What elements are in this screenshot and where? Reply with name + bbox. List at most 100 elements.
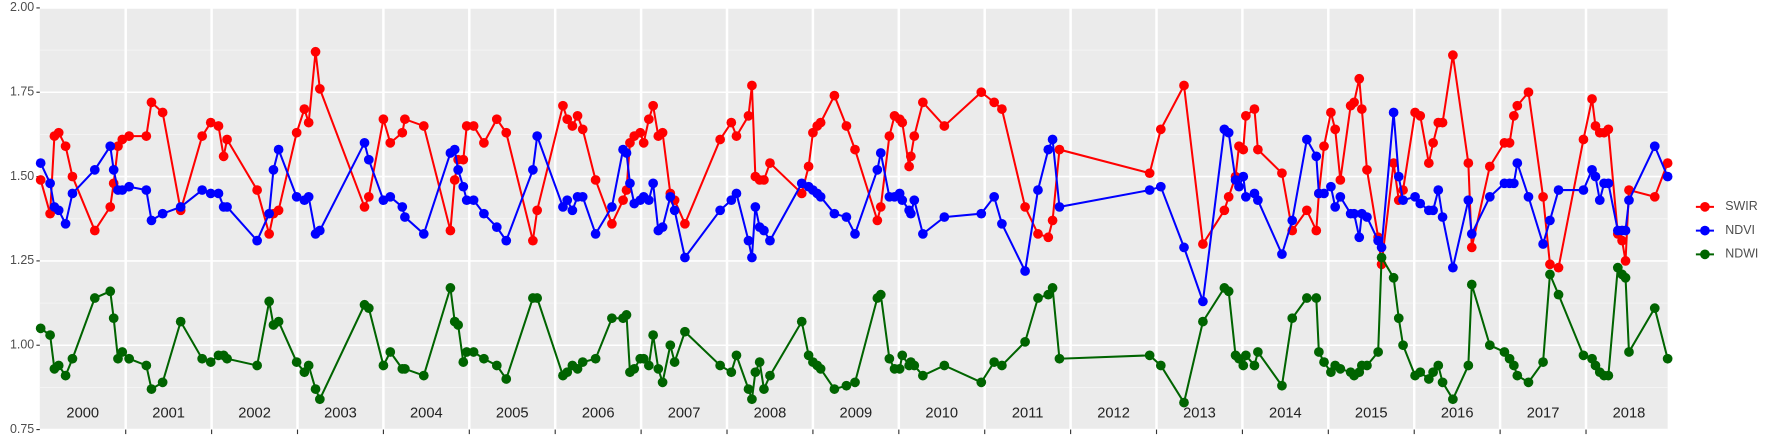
- data-point: [218, 151, 229, 162]
- data-point: [815, 117, 826, 128]
- data-point: [273, 144, 284, 155]
- data-point: [1553, 262, 1564, 273]
- data-point: [378, 360, 389, 371]
- data-point: [418, 121, 429, 131]
- data-point: [1234, 181, 1244, 192]
- data-point: [997, 360, 1007, 371]
- data-point: [872, 164, 883, 175]
- data-point: [680, 218, 690, 229]
- data-point: [657, 377, 668, 388]
- data-point: [1433, 360, 1444, 371]
- y-tick-label: 2.00: [10, 0, 34, 14]
- data-point: [1463, 360, 1474, 371]
- data-point: [1144, 185, 1155, 195]
- data-point: [765, 235, 775, 246]
- data-point: [1144, 168, 1155, 179]
- data-point: [1578, 185, 1589, 195]
- data-point: [680, 252, 690, 263]
- data-point: [765, 370, 775, 381]
- data-point: [1219, 205, 1230, 216]
- data-point: [45, 330, 55, 340]
- data-point: [314, 225, 325, 236]
- data-point: [359, 202, 370, 212]
- data-point: [157, 107, 168, 118]
- data-point: [1354, 73, 1365, 84]
- data-point: [1509, 360, 1519, 371]
- data-point: [124, 131, 135, 141]
- data-point: [1587, 94, 1597, 104]
- data-point: [1499, 347, 1510, 357]
- data-point: [747, 80, 757, 91]
- data-point: [67, 353, 78, 364]
- data-point: [491, 222, 502, 233]
- data-point: [1624, 347, 1634, 357]
- data-point: [731, 350, 742, 361]
- data-point: [638, 353, 649, 364]
- data-point: [939, 360, 950, 371]
- y-tick-label: 1.75: [10, 85, 34, 99]
- data-point: [1590, 171, 1601, 182]
- data-point: [1448, 50, 1458, 60]
- data-point: [157, 377, 168, 388]
- data-point: [35, 175, 46, 185]
- data-point: [1047, 283, 1058, 293]
- data-point: [625, 178, 635, 189]
- data-point: [1393, 171, 1404, 182]
- x-tick-label: 2014: [1269, 406, 1302, 422]
- data-point: [747, 394, 757, 405]
- legend-marker: [1700, 225, 1710, 236]
- data-point: [1603, 124, 1614, 135]
- data-point: [872, 215, 883, 226]
- data-point: [897, 350, 908, 361]
- data-point: [918, 97, 928, 108]
- x-tick-label: 2010: [925, 406, 958, 422]
- data-point: [829, 384, 840, 394]
- data-point: [897, 195, 908, 206]
- data-point: [273, 316, 284, 327]
- data-point: [1240, 350, 1251, 361]
- data-point: [1330, 124, 1341, 135]
- data-point: [1238, 360, 1249, 371]
- data-point: [815, 191, 826, 202]
- data-point: [1326, 181, 1336, 192]
- data-point: [53, 127, 64, 138]
- data-point: [558, 100, 568, 111]
- data-point: [449, 175, 460, 185]
- data-point: [1428, 137, 1438, 148]
- data-point: [1509, 110, 1519, 121]
- data-point: [638, 137, 649, 148]
- data-point: [1553, 185, 1564, 195]
- data-point: [665, 340, 676, 351]
- data-point: [314, 394, 325, 405]
- data-point: [291, 191, 302, 202]
- data-point: [759, 384, 769, 394]
- data-point: [894, 363, 905, 374]
- data-point: [577, 357, 588, 367]
- data-point: [1538, 239, 1548, 249]
- data-point: [1047, 215, 1058, 226]
- data-point: [562, 195, 573, 206]
- data-point: [363, 303, 374, 313]
- data-point: [1448, 262, 1458, 273]
- data-point: [1620, 225, 1631, 236]
- data-point: [989, 191, 1000, 202]
- data-point: [449, 144, 460, 155]
- data-point: [1649, 141, 1660, 152]
- data-point: [252, 235, 262, 246]
- data-point: [1033, 293, 1043, 303]
- data-point: [829, 90, 840, 101]
- data-point: [1314, 347, 1324, 357]
- data-point: [1512, 158, 1523, 168]
- x-tick-label: 2012: [1097, 406, 1130, 422]
- data-point: [1354, 232, 1365, 243]
- data-point: [491, 360, 502, 371]
- x-tick-label: 2004: [410, 406, 443, 422]
- data-point: [89, 164, 100, 175]
- data-point: [841, 121, 852, 131]
- data-point: [905, 208, 916, 219]
- data-point: [918, 229, 928, 239]
- data-point: [468, 347, 479, 357]
- data-point: [759, 225, 769, 236]
- data-point: [750, 367, 761, 378]
